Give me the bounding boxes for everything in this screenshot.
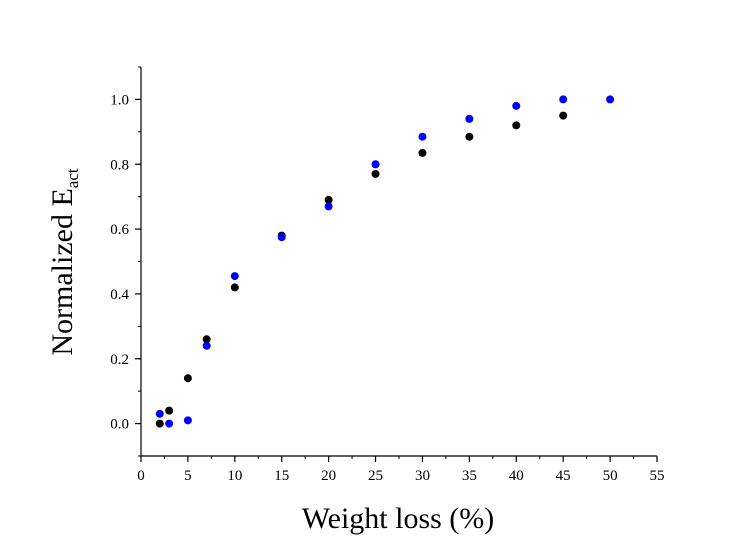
y-tick-label: 1.0 [110, 92, 129, 108]
data-point-series-2 [230, 272, 239, 281]
x-tick-label: 30 [415, 468, 430, 484]
data-point-series-1 [512, 121, 521, 130]
y-axis-title: Normalized Eact [46, 168, 82, 356]
x-tick-label: 5 [184, 468, 192, 484]
data-point-series-1 [465, 132, 474, 141]
data-point-series-2 [418, 132, 427, 141]
x-tick-label: 35 [462, 468, 477, 484]
x-tick-label: 20 [321, 468, 336, 484]
y-tick-label: 0.6 [110, 222, 129, 238]
data-point-series-2 [277, 233, 286, 242]
data-point-series-1 [202, 335, 211, 344]
y-tick-label: 0.4 [110, 287, 129, 303]
data-point-series-2 [512, 101, 521, 110]
data-point-series-2 [183, 416, 192, 425]
y-axis-title-subscript: act [63, 168, 82, 188]
x-tick-label: 55 [650, 468, 665, 484]
data-point-series-1 [324, 195, 333, 204]
x-tick-label: 25 [368, 468, 383, 484]
x-tick-label: 10 [227, 468, 242, 484]
data-point-series-2 [606, 95, 615, 104]
data-point-series-1 [371, 169, 380, 178]
axes [140, 67, 657, 457]
data-point-series-2 [559, 95, 568, 104]
data-point-series-1 [230, 283, 239, 292]
data-point-series-1 [165, 406, 174, 415]
data-point-series-1 [155, 419, 164, 428]
data-point-series-2 [165, 419, 174, 428]
data-point-series-1 [559, 111, 568, 120]
x-tick-label: 15 [274, 468, 289, 484]
y-axis-title-main: Normalized E [46, 188, 79, 355]
data-points [155, 95, 615, 428]
x-tick-label: 0 [137, 468, 145, 484]
x-axis-ticks: 0 5 10 15 20 25 30 35 40 45 50 55 [137, 456, 665, 484]
x-axis-title: Weight loss (%) [302, 502, 495, 535]
data-point-series-1 [183, 374, 192, 383]
y-tick-label: 0.2 [110, 352, 129, 368]
data-point-series-1 [418, 148, 427, 157]
data-point-series-2 [371, 160, 380, 169]
x-tick-label: 40 [509, 468, 524, 484]
data-point-series-2 [465, 114, 474, 123]
data-point-series-2 [324, 202, 333, 211]
data-point-series-2 [202, 341, 211, 350]
x-tick-label: 45 [556, 468, 571, 484]
y-tick-label: 0.8 [110, 157, 129, 173]
data-point-series-2 [155, 409, 164, 418]
y-tick-label: 0.0 [110, 417, 129, 433]
x-tick-label: 50 [603, 468, 618, 484]
y-axis-ticks: 0.0 0.2 0.4 0.6 0.8 1.0 [110, 66, 141, 457]
